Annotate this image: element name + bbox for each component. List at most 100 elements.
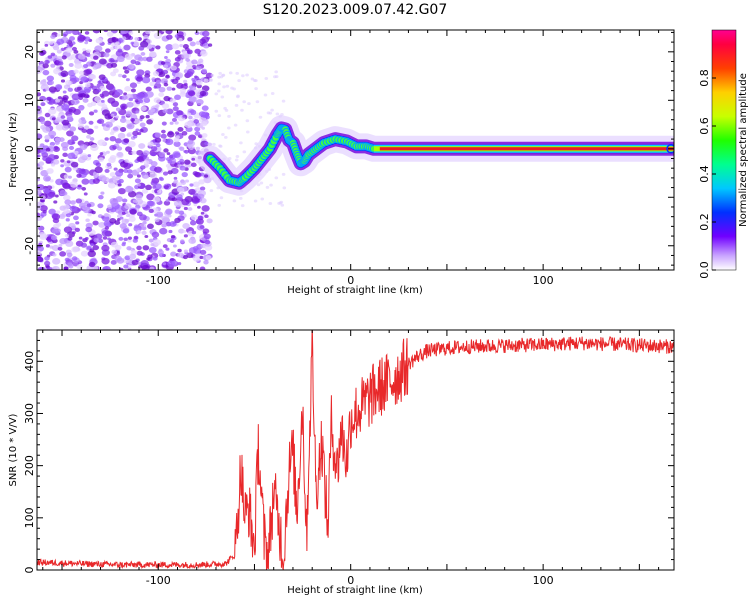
noise-point xyxy=(37,257,44,263)
noise-point xyxy=(126,101,134,108)
noise-point xyxy=(180,239,185,244)
noise-point xyxy=(181,52,190,60)
noise-point xyxy=(69,181,78,188)
noise-point xyxy=(103,52,110,58)
noise-point xyxy=(250,77,255,81)
noise-point xyxy=(115,170,124,177)
noise-point xyxy=(119,216,124,220)
noise-point xyxy=(94,166,103,174)
noise-point xyxy=(101,230,110,237)
noise-point xyxy=(148,238,154,243)
noise-point xyxy=(161,121,167,126)
noise-point xyxy=(203,78,209,83)
noise-point xyxy=(139,183,146,189)
noise-point xyxy=(72,30,80,36)
noise-point xyxy=(67,56,73,61)
noise-point xyxy=(40,124,47,130)
noise-point xyxy=(48,41,54,45)
noise-point xyxy=(88,261,96,268)
noise-point xyxy=(64,233,70,238)
noise-point xyxy=(149,81,155,87)
noise-point xyxy=(78,168,86,175)
noise-point xyxy=(203,176,212,184)
noise-point xyxy=(54,60,60,65)
noise-point xyxy=(69,126,77,132)
noise-point xyxy=(173,141,181,148)
noise-point xyxy=(185,179,190,183)
noise-point xyxy=(145,30,151,35)
noise-point xyxy=(195,79,203,86)
noise-point xyxy=(98,74,106,80)
noise-point xyxy=(97,203,104,209)
noise-point xyxy=(169,221,177,227)
noise-point xyxy=(39,205,48,212)
noise-point xyxy=(75,198,83,204)
noise-point xyxy=(48,80,55,86)
noise-point xyxy=(209,189,214,193)
noise-point xyxy=(45,87,50,92)
noise-point xyxy=(82,206,91,214)
noise-point xyxy=(136,250,143,256)
noise-point xyxy=(51,228,58,234)
noise-point xyxy=(101,215,110,222)
y-tick-label: 0 xyxy=(23,145,36,152)
noise-point xyxy=(67,262,73,267)
noise-point xyxy=(172,102,179,107)
noise-point xyxy=(207,142,212,147)
noise-point xyxy=(82,64,89,69)
noise-point xyxy=(154,218,160,223)
noise-point xyxy=(101,176,110,184)
noise-point xyxy=(270,91,275,95)
noise-point xyxy=(133,118,141,124)
noise-point xyxy=(136,183,141,187)
noise-point xyxy=(188,115,193,120)
noise-point xyxy=(154,137,162,143)
noise-point xyxy=(60,47,65,52)
noise-point xyxy=(130,118,136,122)
noise-point xyxy=(191,65,197,70)
noise-point xyxy=(254,87,258,91)
noise-point xyxy=(75,100,80,104)
noise-point xyxy=(162,171,169,176)
noise-point xyxy=(42,69,50,76)
noise-point xyxy=(104,137,109,141)
noise-point xyxy=(78,93,83,98)
noise-point xyxy=(46,75,55,82)
noise-point xyxy=(107,237,111,241)
noise-point xyxy=(51,244,60,252)
noise-point xyxy=(183,79,188,84)
noise-point xyxy=(77,184,82,188)
noise-point xyxy=(204,214,209,219)
noise-point xyxy=(109,144,117,151)
noise-point xyxy=(60,115,66,119)
noise-point xyxy=(178,38,183,42)
noise-point xyxy=(97,80,102,84)
noise-point xyxy=(181,181,186,185)
noise-point xyxy=(116,146,123,151)
noise-point xyxy=(172,244,177,248)
noise-point xyxy=(199,90,207,97)
noise-point xyxy=(239,141,243,145)
noise-point xyxy=(126,213,131,218)
noise-point xyxy=(104,168,110,173)
noise-point xyxy=(258,115,263,119)
noise-point xyxy=(188,96,197,103)
x-axis-label-bottom: Height of straight line (km) xyxy=(287,585,423,596)
noise-point xyxy=(59,237,68,245)
noise-point xyxy=(121,211,126,215)
noise-point xyxy=(155,79,161,84)
noise-point xyxy=(121,95,128,100)
noise-point xyxy=(189,220,197,226)
noise-point xyxy=(118,73,123,78)
noise-point xyxy=(82,48,87,52)
noise-point xyxy=(115,107,121,112)
noise-point xyxy=(123,44,131,51)
noise-point xyxy=(79,89,85,94)
noise-point xyxy=(274,176,279,180)
noise-point xyxy=(247,102,251,106)
noise-point xyxy=(76,86,82,91)
noise-point xyxy=(83,192,88,196)
noise-point xyxy=(117,48,123,53)
noise-point xyxy=(131,150,137,155)
noise-point xyxy=(110,71,117,77)
